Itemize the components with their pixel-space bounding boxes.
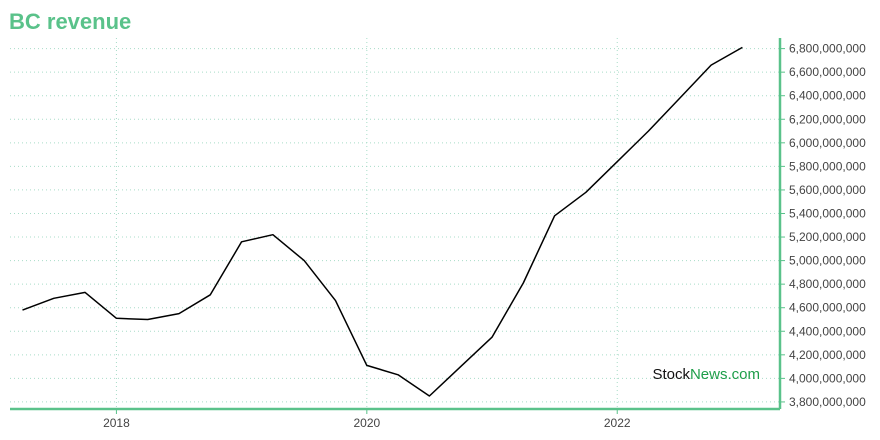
series-line bbox=[22, 46, 743, 397]
x-tick-label: 2022 bbox=[604, 416, 631, 430]
y-tick-label: 4,200,000,000 bbox=[789, 348, 866, 362]
data-point bbox=[710, 64, 712, 66]
data-point bbox=[272, 234, 274, 236]
y-tick-label: 6,400,000,000 bbox=[789, 89, 866, 103]
data-point bbox=[648, 130, 650, 132]
data-point bbox=[115, 317, 117, 319]
data-point bbox=[147, 318, 149, 320]
y-tick-label: 5,400,000,000 bbox=[789, 206, 866, 220]
grid bbox=[10, 38, 780, 409]
data-point bbox=[679, 97, 681, 99]
watermark-com: .com bbox=[727, 366, 760, 383]
y-tick-label: 5,600,000,000 bbox=[789, 183, 866, 197]
watermark: StockNews.com bbox=[652, 366, 760, 383]
data-point bbox=[460, 366, 462, 368]
y-tick-label: 4,800,000,000 bbox=[789, 277, 866, 291]
watermark-stock: Stock bbox=[652, 366, 690, 383]
data-point bbox=[397, 374, 399, 376]
data-point bbox=[554, 215, 556, 217]
data-point bbox=[428, 395, 430, 397]
data-point bbox=[522, 282, 524, 284]
x-tick-label: 2018 bbox=[103, 416, 130, 430]
y-tick-label: 4,400,000,000 bbox=[789, 324, 866, 338]
data-point bbox=[366, 364, 368, 366]
axes: 3,800,000,000 4,000,000,000 4,200,000,000 4… bbox=[10, 38, 866, 430]
y-tick-label: 6,200,000,000 bbox=[789, 112, 866, 126]
series-layer bbox=[22, 46, 743, 397]
y-tick-label: 4,600,000,000 bbox=[789, 301, 866, 315]
data-point bbox=[84, 291, 86, 293]
data-point bbox=[303, 260, 305, 262]
y-tick-label: 3,800,000,000 bbox=[789, 395, 866, 409]
data-point bbox=[741, 46, 743, 48]
data-point bbox=[491, 336, 493, 338]
y-tick-label: 5,200,000,000 bbox=[789, 230, 866, 244]
data-point bbox=[53, 297, 55, 299]
chart-title: BC revenue bbox=[9, 9, 132, 34]
y-tick-label: 5,800,000,000 bbox=[789, 159, 866, 173]
data-point bbox=[178, 313, 180, 315]
data-point bbox=[585, 191, 587, 193]
data-point bbox=[616, 161, 618, 163]
y-tick-label: 6,600,000,000 bbox=[789, 65, 866, 79]
data-point bbox=[241, 241, 243, 243]
data-point bbox=[209, 294, 211, 296]
data-point bbox=[335, 300, 337, 302]
y-tick-label: 5,000,000,000 bbox=[789, 254, 866, 268]
x-tick-label: 2020 bbox=[353, 416, 380, 430]
y-tick-label: 4,000,000,000 bbox=[789, 371, 866, 385]
y-tick-label: 6,800,000,000 bbox=[789, 42, 866, 56]
y-tick-label: 6,000,000,000 bbox=[789, 136, 866, 150]
data-point bbox=[22, 309, 24, 311]
watermark-news: News bbox=[690, 366, 728, 383]
